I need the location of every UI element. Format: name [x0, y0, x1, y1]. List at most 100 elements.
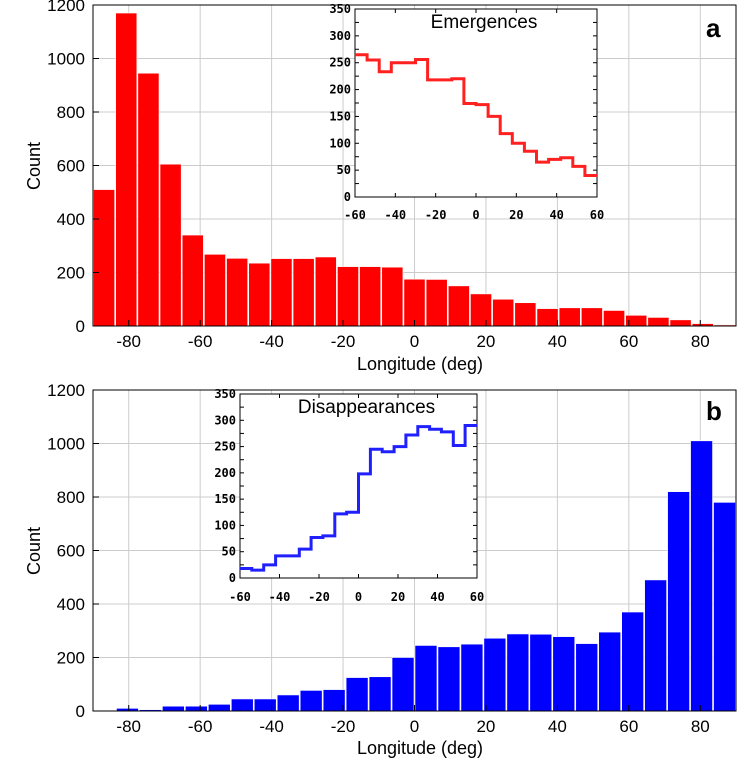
histogram-bar	[669, 319, 692, 327]
histogram-bar	[292, 258, 315, 327]
x-tick-label: 40	[548, 332, 567, 351]
y-tick-label: 600	[57, 157, 85, 176]
x-tick-label: -80	[116, 332, 141, 351]
x-tick-label: -80	[116, 717, 141, 736]
x-tick-label: 40	[548, 717, 567, 736]
inset-x-tick-label: 40	[430, 590, 444, 604]
inset-y-tick-label: 350	[214, 387, 236, 401]
inset-y-tick-label: 350	[329, 2, 351, 16]
x-tick-label: -20	[331, 332, 356, 351]
histogram-bar	[204, 254, 226, 327]
histogram-bar	[185, 705, 208, 712]
panel-b-bars	[93, 440, 736, 712]
y-tick-label: 1000	[47, 50, 85, 69]
y-tick-label: 0	[76, 702, 85, 721]
panel-b: -80 -60 -40 -20 0 20 40 60 800200400600800100012…	[24, 381, 737, 758]
inset-y-tick-label: 100	[214, 518, 236, 532]
inset-x-tick-label: -40	[269, 590, 291, 604]
x-tick-label: 80	[691, 332, 710, 351]
panel-b-inset: 0 50 100 150 200 250 300 350 -60 -40 -20 0 20 40 60 Dis…	[214, 387, 484, 604]
histogram-bar	[713, 502, 736, 712]
x-tick-label: -60	[188, 332, 213, 351]
inset-y-tick-label: 250	[214, 440, 236, 454]
x-tick-label: 20	[476, 332, 495, 351]
histogram-bar	[414, 645, 438, 712]
histogram-bar	[492, 298, 515, 327]
inset-x-tick-label: -20	[308, 590, 330, 604]
histogram-bar	[575, 643, 599, 712]
histogram-bar	[159, 163, 182, 327]
histogram-bar	[368, 676, 392, 712]
panel-a-inset: 0 50 100 150 200 250 300 350 -60 -40 -20 0 20 40 60 Eme…	[329, 2, 604, 222]
inset-y-tick-label: 0	[229, 571, 236, 585]
histogram-bar	[460, 643, 484, 712]
x-tick-label: 0	[410, 332, 419, 351]
histogram-bar	[580, 307, 603, 327]
histogram-bar	[248, 262, 271, 327]
y-tick-label: 1000	[47, 435, 85, 454]
inset-y-tick-label: 150	[329, 109, 351, 123]
histogram-bar	[447, 285, 470, 327]
histogram-bar	[529, 633, 553, 712]
x-tick-label: -40	[259, 717, 284, 736]
y-tick-label: 200	[57, 649, 85, 668]
panel-b-label: b	[706, 396, 722, 426]
inset-x-tick-label: 60	[470, 590, 484, 604]
panel-a-ylabel: Count	[24, 142, 44, 190]
histogram-bar	[690, 440, 713, 712]
inset-y-tick-label: 50	[337, 163, 351, 177]
inset-x-tick-label: 0	[355, 590, 362, 604]
x-tick-label: 0	[410, 717, 419, 736]
histogram-bar	[253, 698, 277, 712]
histogram-bar	[536, 308, 559, 327]
histogram-bar	[667, 491, 690, 712]
inset-y-tick-label: 300	[329, 29, 351, 43]
y-tick-label: 1200	[47, 0, 85, 15]
histogram-bar	[598, 631, 621, 712]
inset-y-tick-label: 200	[214, 466, 236, 480]
x-tick-label: 60	[619, 332, 638, 351]
histogram-bar	[314, 256, 337, 327]
panel-a-xlabel: Longitude (deg)	[357, 354, 483, 374]
x-tick-label: 80	[691, 717, 710, 736]
x-tick-label: -60	[188, 717, 213, 736]
histogram-bar	[647, 317, 670, 327]
y-tick-label: 800	[57, 488, 85, 507]
histogram-bar	[558, 307, 581, 327]
histogram-bar	[115, 12, 138, 327]
histogram-bar	[470, 293, 492, 327]
inset-x-tick-label: 60	[590, 208, 604, 222]
inset-step-line	[240, 424, 477, 572]
panel-b-ticks: -80 -60 -40 -20 0 20 40 60 800200400600800100012…	[47, 381, 710, 736]
inset-step-line	[355, 53, 597, 177]
x-tick-label: 20	[476, 717, 495, 736]
inset-y-tick-label: 100	[329, 136, 351, 150]
y-tick-label: 200	[57, 264, 85, 283]
histogram-bar	[322, 689, 346, 712]
x-tick-label: -20	[331, 717, 356, 736]
inset-x-tick-label: 0	[472, 208, 479, 222]
histogram-bar	[337, 266, 359, 327]
histogram-bar	[644, 579, 667, 712]
histogram-bar	[359, 266, 382, 327]
y-tick-label: 0	[76, 317, 85, 336]
y-tick-label: 1200	[47, 381, 85, 400]
histogram-bar	[93, 189, 115, 327]
histogram-bar	[514, 302, 537, 327]
histogram-bar	[381, 266, 404, 327]
inset-x-tick-label: -40	[384, 208, 406, 222]
inset-y-tick-label: 150	[214, 492, 236, 506]
histogram-bar	[162, 705, 185, 712]
inset-x-tick-label: -60	[229, 590, 251, 604]
inset-x-tick-label: 20	[391, 590, 405, 604]
histogram-bar	[181, 234, 204, 327]
y-tick-label: 400	[57, 210, 85, 229]
histogram-bar	[270, 258, 293, 327]
panel-a-ticks: -80 -60 -40 -20 0 20 40 60 800200400600800100012…	[47, 0, 710, 351]
panel-a-bars	[93, 12, 736, 327]
inset-y-tick-label: 200	[329, 83, 351, 97]
inset-x-tick-label: -20	[425, 208, 447, 222]
y-tick-label: 400	[57, 595, 85, 614]
panel-a: -80 -60 -40 -20 0 20 40 60 800200400600800100012…	[24, 0, 737, 374]
